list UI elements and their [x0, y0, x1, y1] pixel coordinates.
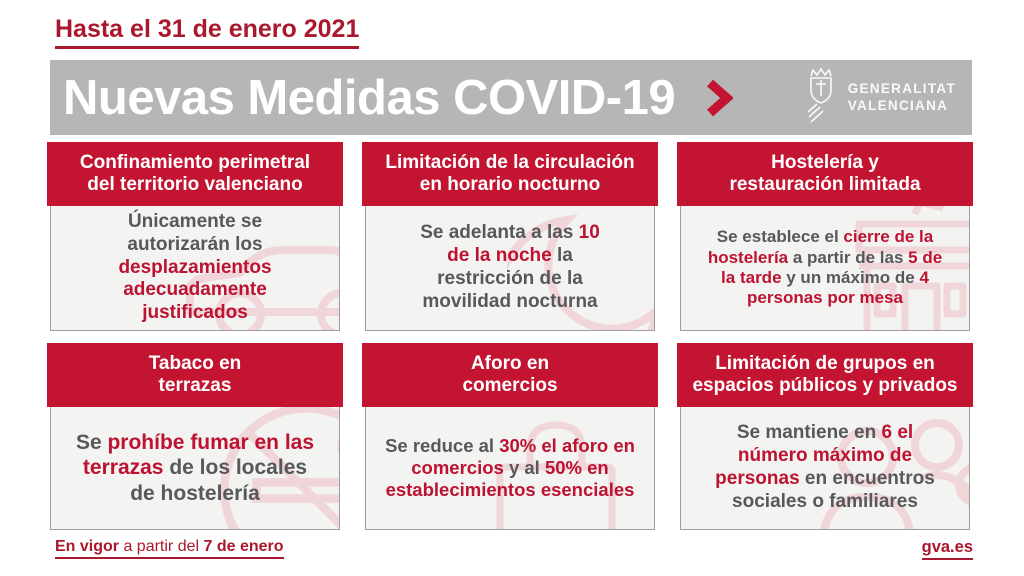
effective-date-note: En vigor a partir del 7 de enero: [55, 538, 284, 559]
card-group-limits: Limitación de grupos en espacios público…: [677, 343, 973, 530]
car-icon: [182, 224, 339, 330]
website-url: gva.es: [921, 538, 973, 560]
card-body-text: Únicamente se autorizarán los desplazami…: [118, 211, 272, 324]
card-body-text: Se establece el cierre de la hostelería …: [707, 227, 943, 308]
gva-logo-text: GENERALITAT VALENCIANA: [847, 81, 956, 113]
people-icon: [809, 407, 969, 529]
measures-grid: Confinamiento perimetral del territorio …: [47, 142, 973, 530]
card-title: Hostelería y restauración limitada: [677, 142, 973, 206]
gva-emblem-icon: [803, 66, 839, 129]
shopping-bag-icon: [486, 415, 626, 529]
storefront-icon: [845, 206, 969, 330]
card-title: Aforo en comercios: [362, 343, 658, 407]
card-body-text: Se prohíbe fumar en las terrazas de los …: [75, 431, 315, 505]
card-title: Confinamiento perimetral del territorio …: [47, 142, 343, 206]
card-body-text: Se mantiene en 6 el número máximo de per…: [715, 422, 935, 512]
deadline-title: Hasta el 31 de enero 2021: [55, 15, 360, 49]
chevron-right-icon: [703, 76, 734, 120]
card-perimeter-confinement: Confinamiento perimetral del territorio …: [47, 142, 343, 331]
card-title: Tabaco en terrazas: [47, 343, 343, 407]
page-title: Nuevas Medidas COVID-19: [63, 70, 676, 125]
card-night-curfew: Limitación de la circulación en horario …: [362, 142, 658, 331]
no-smoking-icon: [211, 407, 339, 529]
card-body-text: Se adelanta a las 10 de la noche la rest…: [420, 222, 600, 312]
card-title: Limitación de grupos en espacios público…: [677, 343, 973, 407]
card-title: Limitación de la circulación en horario …: [362, 142, 658, 206]
generalitat-valenciana-logo: GENERALITAT VALENCIANA: [803, 60, 956, 135]
card-shop-capacity: Aforo en comercios Se reduce al 30% el a…: [362, 343, 658, 530]
card-hospitality-limits: Hostelería y restauración limitada Se es…: [677, 142, 973, 331]
header-banner: Nuevas Medidas COVID-19 GENERALITAT: [50, 60, 972, 135]
card-tobacco-terraces: Tabaco en terrazas Se prohíbe fumar en l…: [47, 343, 343, 530]
card-body-text: Se reduce al 30% el aforo en comercios y…: [385, 434, 635, 501]
